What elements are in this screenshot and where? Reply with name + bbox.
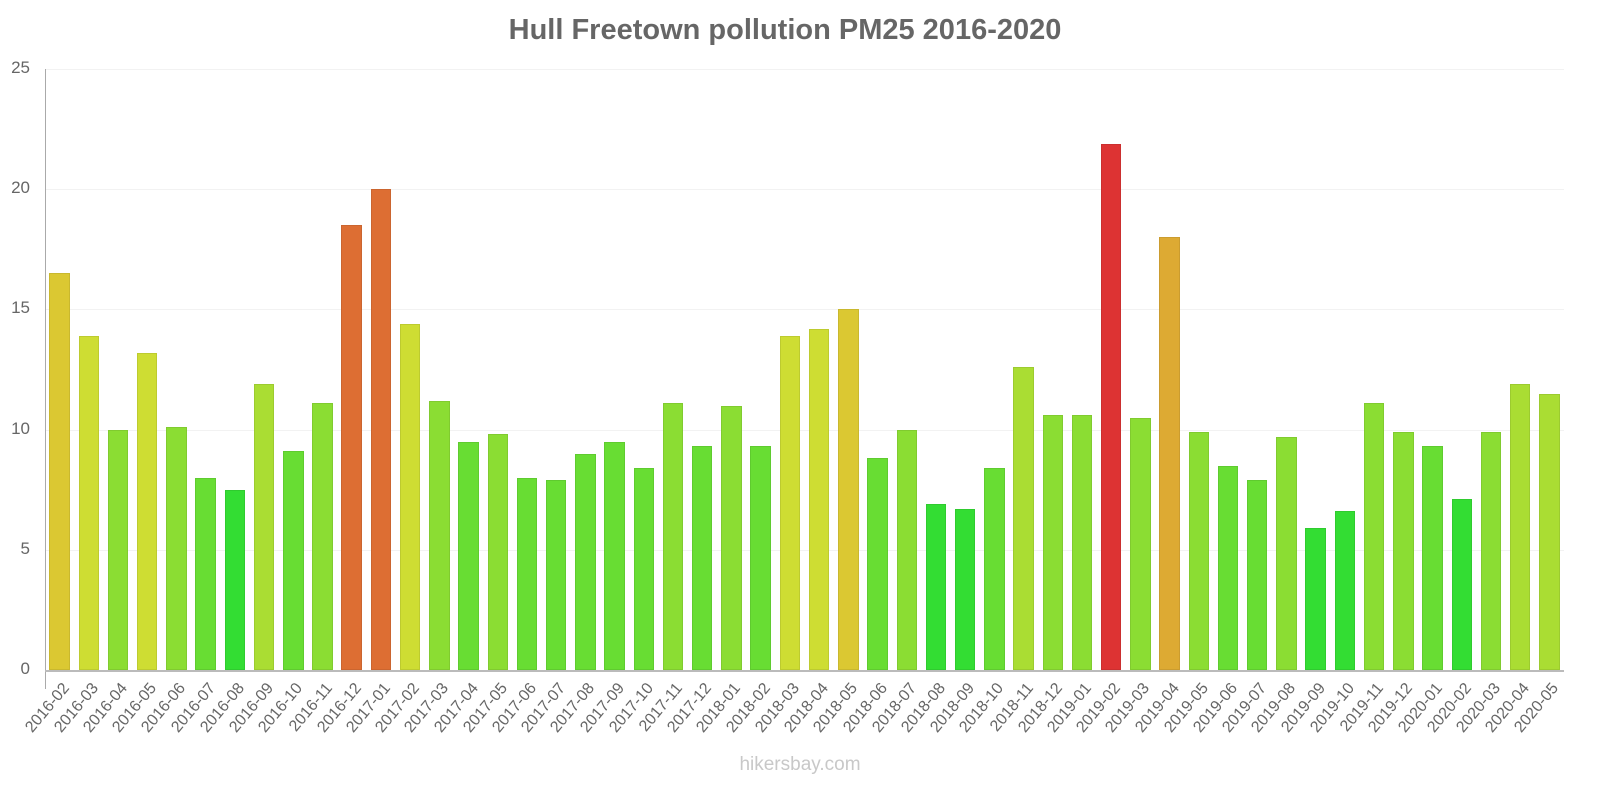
bar-2018-03[interactable] [779,335,801,670]
bar-2017-02[interactable] [399,323,421,670]
bar-2020-03[interactable] [1480,432,1502,670]
y-tick-label: 15 [11,298,30,318]
bar-2016-11[interactable] [312,403,333,670]
bar-2016-04[interactable] [107,429,129,670]
bar-2017-12[interactable] [692,446,713,670]
bar-2016-02[interactable] [49,273,70,670]
bar-2016-08[interactable] [224,489,246,670]
bar-2019-07[interactable] [1247,480,1268,670]
bar-2016-10[interactable] [283,451,304,670]
chart-title: Hull Freetown pollution PM25 2016-2020 [508,14,1062,46]
bar-2019-05[interactable] [1188,432,1210,670]
y-tick-label: 0 [20,659,30,678]
watermark: hikersbay.com [739,754,861,775]
bar-2017-11[interactable] [662,403,684,670]
bar-2019-01[interactable] [1071,415,1093,670]
bar-2019-09[interactable] [1305,528,1326,670]
x-axis [45,670,1564,672]
bar-2016-05[interactable] [137,352,158,670]
bar-2017-08[interactable] [575,453,596,670]
bar-2017-01[interactable] [370,189,392,670]
gridline [46,189,1564,191]
bar-2018-11[interactable] [1013,367,1034,670]
gridline [46,429,1564,431]
y-tick-label: 5 [20,538,30,558]
bar-2017-03[interactable] [429,400,450,670]
bar-2018-02[interactable] [750,446,771,670]
bar-2018-07[interactable] [896,429,917,670]
gridline [46,309,1564,311]
y-tick-label: 20 [11,178,30,198]
bar-2020-04[interactable] [1509,383,1531,670]
y-tick-label: 10 [11,418,30,438]
bar-2018-09[interactable] [954,508,976,670]
bar-2020-05[interactable] [1539,393,1560,670]
bar-2017-05[interactable] [487,434,508,670]
bar-2018-06[interactable] [867,458,888,670]
bar-2016-06[interactable] [166,427,187,670]
bar-2018-08[interactable] [925,504,947,670]
bar-2018-12[interactable] [1042,415,1063,670]
bar-2017-09[interactable] [604,441,625,670]
bar-2019-02[interactable] [1100,143,1122,670]
bar-2018-10[interactable] [984,468,1005,670]
bar-2018-01[interactable] [721,405,742,670]
bar-2017-10[interactable] [633,468,655,670]
bar-2016-09[interactable] [253,383,275,670]
bar-2018-04[interactable] [808,328,830,670]
bar-2019-06[interactable] [1217,465,1239,670]
bar-2016-03[interactable] [78,335,100,670]
bar-2019-12[interactable] [1393,432,1414,670]
bar-2019-08[interactable] [1276,436,1297,670]
bar-2019-03[interactable] [1130,417,1151,670]
bar-2019-11[interactable] [1363,403,1385,670]
bar-2018-05[interactable] [838,309,859,670]
bar-2017-07[interactable] [545,480,567,670]
bar-2017-06[interactable] [516,477,538,670]
gridline [46,549,1564,551]
y-axis [45,69,46,689]
bar-2019-04[interactable] [1159,237,1180,670]
bar-2020-01[interactable] [1422,446,1443,670]
y-tick-label: 25 [11,58,30,77]
bar-2019-10[interactable] [1334,511,1356,670]
bar-2016-12[interactable] [341,225,362,670]
bar-2017-04[interactable] [458,441,479,670]
bar-2020-02[interactable] [1451,499,1472,670]
gridline [46,69,1564,70]
bar-2016-07[interactable] [195,477,216,670]
